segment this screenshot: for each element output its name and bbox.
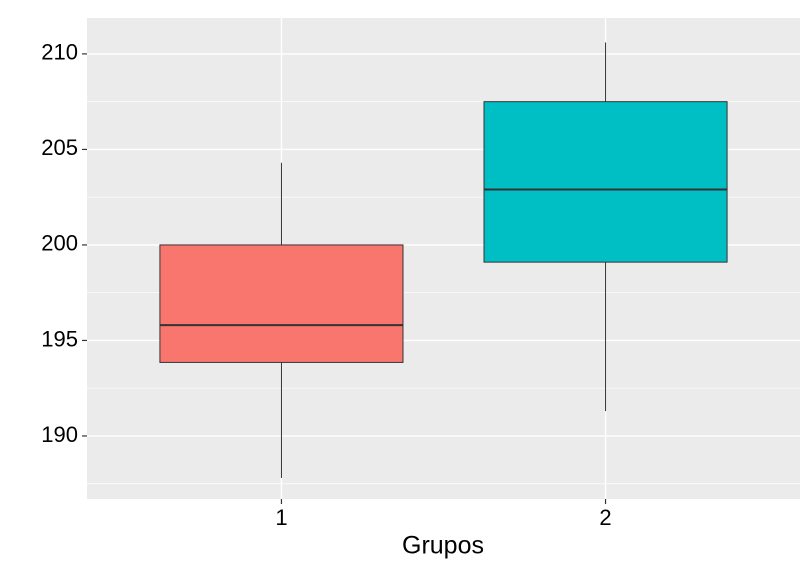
x-tick-label: 1	[275, 505, 287, 530]
box	[159, 244, 404, 363]
y-tick-label: 195	[41, 326, 78, 351]
y-tick-label: 200	[41, 231, 78, 256]
y-tick-label: 205	[41, 135, 78, 160]
y-tick-label: 190	[41, 422, 78, 447]
x-tick-label: 2	[599, 505, 611, 530]
box	[483, 101, 728, 263]
x-axis-title: Grupos	[402, 532, 484, 560]
y-tick-label: 210	[41, 40, 78, 65]
